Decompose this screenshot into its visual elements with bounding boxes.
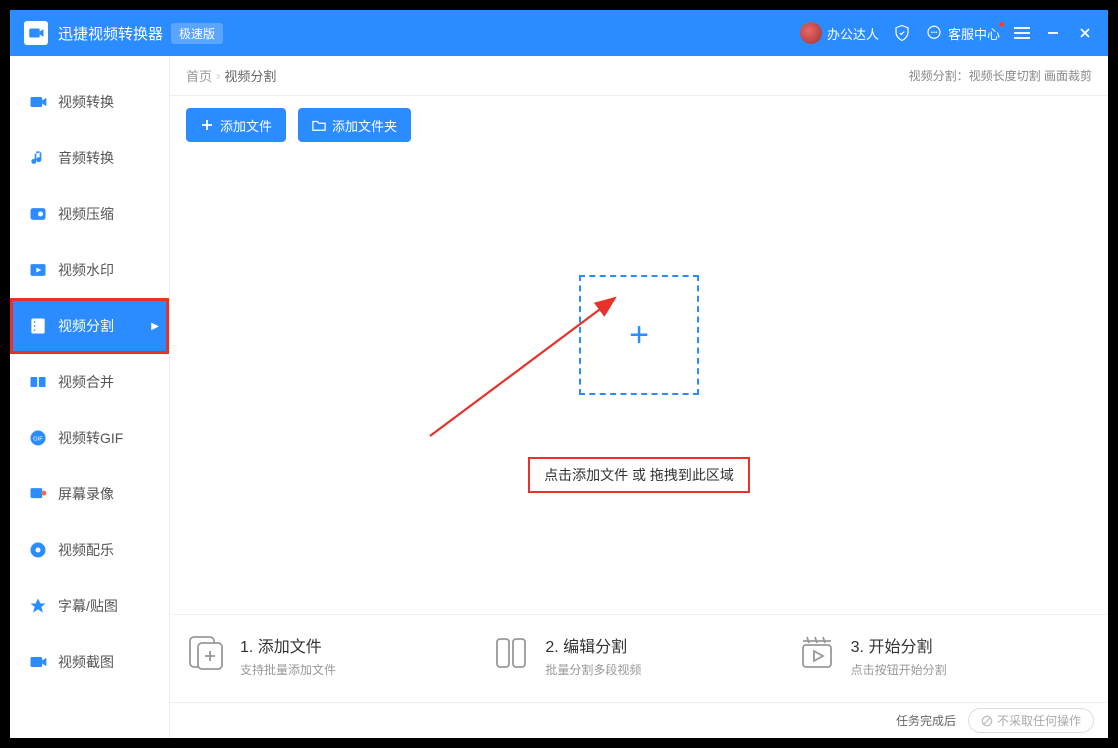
sidebar-item-video-gif[interactable]: GIF 视频转GIF <box>10 410 169 466</box>
steps-bar: 1. 添加文件 支持批量添加文件 2. 编辑分割 批量分割多段视频 3. 开始分… <box>170 614 1108 702</box>
toolbar: 添加文件 添加文件夹 <box>170 96 1108 154</box>
sidebar-item-video-watermark[interactable]: 视频水印 <box>10 242 169 298</box>
sidebar-item-screen-record[interactable]: 屏幕录像 <box>10 466 169 522</box>
sidebar-item-label: 视频截图 <box>58 652 114 672</box>
chevron-right-icon: ▶ <box>151 321 159 332</box>
sidebar-item-label: 视频配乐 <box>58 540 114 560</box>
breadcrumb-home[interactable]: 首页 <box>186 66 212 85</box>
add-file-button[interactable]: 添加文件 <box>186 108 286 142</box>
video-convert-icon <box>28 92 48 112</box>
sidebar-item-label: 视频压缩 <box>58 204 114 224</box>
chat-icon <box>925 24 943 42</box>
video-merge-icon <box>28 372 48 392</box>
vip-button[interactable] <box>893 24 911 42</box>
step-title: 2. 编辑分割 <box>545 633 641 657</box>
sidebar-item-video-screenshot[interactable]: 视频截图 <box>10 634 169 690</box>
support-label: 客服中心 <box>948 24 1000 43</box>
menu-button[interactable] <box>1014 26 1030 40</box>
sidebar-item-subtitle[interactable]: 字幕/贴图 <box>10 578 169 634</box>
prohibit-icon <box>981 715 993 727</box>
sidebar-item-video-split[interactable]: 视频分割 ▶ <box>10 298 169 354</box>
user-account[interactable]: 办公达人 <box>800 22 879 44</box>
main-content: 首页 › 视频分割 视频分割：视频长度切割 画面裁剪 添加文件 添加文件夹 + <box>170 56 1108 738</box>
add-folder-label: 添加文件夹 <box>332 116 397 135</box>
avatar <box>800 22 822 44</box>
close-icon <box>1078 26 1092 40</box>
sidebar-item-video-music[interactable]: 视频配乐 <box>10 522 169 578</box>
breadcrumb-sep: › <box>216 68 220 83</box>
subtitle-icon <box>28 596 48 616</box>
app-title: 迅捷视频转换器 <box>58 23 163 44</box>
breadcrumb-bar: 首页 › 视频分割 视频分割：视频长度切割 画面裁剪 <box>170 56 1108 96</box>
step-1: 1. 添加文件 支持批量添加文件 <box>186 633 481 678</box>
step-title: 1. 添加文件 <box>240 633 336 657</box>
hamburger-icon <box>1014 26 1030 40</box>
breadcrumb-description: 视频分割：视频长度切割 画面裁剪 <box>909 67 1092 84</box>
video-watermark-icon <box>28 260 48 280</box>
sidebar-item-video-merge[interactable]: 视频合并 <box>10 354 169 410</box>
add-file-step-icon <box>186 633 226 673</box>
minimize-button[interactable] <box>1044 24 1062 42</box>
sidebar-item-label: 视频水印 <box>58 260 114 280</box>
dropzone-plus-icon: + <box>629 316 649 355</box>
sidebar-item-audio-convert[interactable]: 音频转换 <box>10 130 169 186</box>
dropzone[interactable]: + <box>579 275 699 395</box>
sidebar: 视频转换 音频转换 视频压缩 视频水印 视频分割 ▶ 视频合并 <box>10 56 170 738</box>
titlebar: 迅捷视频转换器 极速版 办公达人 客服中心 <box>10 10 1108 56</box>
folder-icon <box>312 118 326 132</box>
dropzone-area: + 点击添加文件 或 拖拽到此区域 <box>170 154 1108 614</box>
app-logo <box>24 21 48 45</box>
step-2: 2. 编辑分割 批量分割多段视频 <box>491 633 786 678</box>
sidebar-item-label: 屏幕录像 <box>58 484 114 504</box>
add-file-label: 添加文件 <box>220 116 272 135</box>
edit-split-step-icon <box>491 633 531 673</box>
step-3: 3. 开始分割 点击按钮开始分割 <box>797 633 1092 678</box>
sidebar-item-label: 视频分割 <box>58 316 114 336</box>
video-screenshot-icon <box>28 652 48 672</box>
support-button[interactable]: 客服中心 <box>925 24 1000 43</box>
step-title: 3. 开始分割 <box>851 633 947 657</box>
screen-record-icon <box>28 484 48 504</box>
sidebar-item-label: 视频合并 <box>58 372 114 392</box>
sidebar-item-label: 音频转换 <box>58 148 114 168</box>
close-button[interactable] <box>1076 24 1094 42</box>
step-sub: 批量分割多段视频 <box>545 661 641 678</box>
minimize-icon <box>1046 26 1060 40</box>
plus-icon <box>200 118 214 132</box>
shield-icon <box>893 24 911 42</box>
video-split-icon <box>28 316 48 336</box>
video-music-icon <box>28 540 48 560</box>
video-compress-icon <box>28 204 48 224</box>
dropzone-hint: 点击添加文件 或 拖拽到此区域 <box>528 457 750 493</box>
video-gif-icon: GIF <box>28 428 48 448</box>
step-sub: 点击按钮开始分割 <box>851 661 947 678</box>
step-sub: 支持批量添加文件 <box>240 661 336 678</box>
start-split-step-icon <box>797 633 837 673</box>
notification-dot <box>999 22 1004 27</box>
sidebar-item-video-convert[interactable]: 视频转换 <box>10 74 169 130</box>
add-folder-button[interactable]: 添加文件夹 <box>298 108 411 142</box>
edition-badge: 极速版 <box>171 23 223 44</box>
sidebar-item-video-compress[interactable]: 视频压缩 <box>10 186 169 242</box>
after-task-dropdown[interactable]: 不采取任何操作 <box>968 708 1094 733</box>
audio-convert-icon <box>28 148 48 168</box>
after-task-value: 不采取任何操作 <box>997 712 1081 729</box>
sidebar-item-label: 视频转GIF <box>58 428 123 448</box>
svg-text:GIF: GIF <box>33 437 43 443</box>
app-window: 迅捷视频转换器 极速版 办公达人 客服中心 <box>10 10 1108 738</box>
sidebar-item-label: 视频转换 <box>58 92 114 112</box>
statusbar: 任务完成后 不采取任何操作 <box>170 702 1108 738</box>
breadcrumb-current: 视频分割 <box>224 66 276 85</box>
sidebar-item-label: 字幕/贴图 <box>58 596 118 616</box>
user-name: 办公达人 <box>827 24 879 43</box>
logo-icon <box>27 24 45 42</box>
after-task-label: 任务完成后 <box>896 712 956 729</box>
